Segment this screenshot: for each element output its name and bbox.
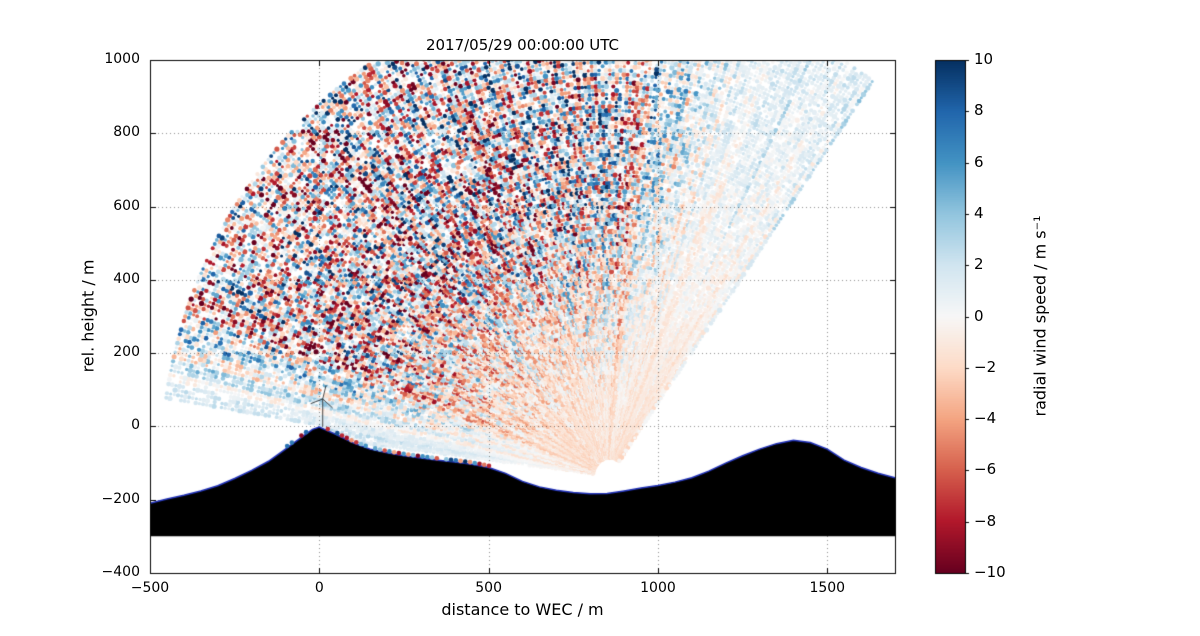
colorbar-tick-label: −4	[974, 409, 997, 428]
x-axis-label: distance to WEC / m	[441, 600, 604, 619]
y-tick-label: −400	[101, 564, 140, 580]
x-tick-label: 500	[475, 580, 502, 596]
colorbar-tick-label: −10	[974, 563, 1006, 581]
colorbar-tick-label: 6	[974, 152, 984, 171]
y-tick-label: 400	[113, 270, 140, 287]
colorbar-tick-label: 4	[974, 203, 984, 222]
x-tick-label: 1500	[809, 580, 846, 596]
y-tick-label: 0	[131, 417, 140, 434]
colorbar-tick-label: 10	[974, 50, 994, 68]
y-tick-label: 600	[113, 197, 140, 214]
x-tick-label: −500	[130, 580, 170, 596]
colorbar-tick-label: 8	[974, 101, 984, 120]
y-tick-label: 1000	[104, 51, 140, 67]
x-tick-label: 1000	[640, 580, 676, 596]
colorbar-tick-label: −8	[974, 511, 997, 530]
y-tick-label: 200	[113, 344, 140, 361]
chart-title: 2017/05/29 00:00:00 UTC	[425, 36, 620, 54]
colorbar-tick-label: −2	[974, 357, 997, 376]
colorbar-tick-label: −6	[974, 460, 997, 479]
colorbar-tick-label: 2	[974, 255, 984, 274]
y-tick-label: −200	[101, 490, 140, 507]
colorbar-tick-label: 0	[974, 306, 984, 325]
x-tick-label: 0	[314, 580, 324, 596]
colorbar-label: radial wind speed / m s⁻¹	[1030, 215, 1050, 417]
y-tick-label: 800	[113, 124, 140, 141]
